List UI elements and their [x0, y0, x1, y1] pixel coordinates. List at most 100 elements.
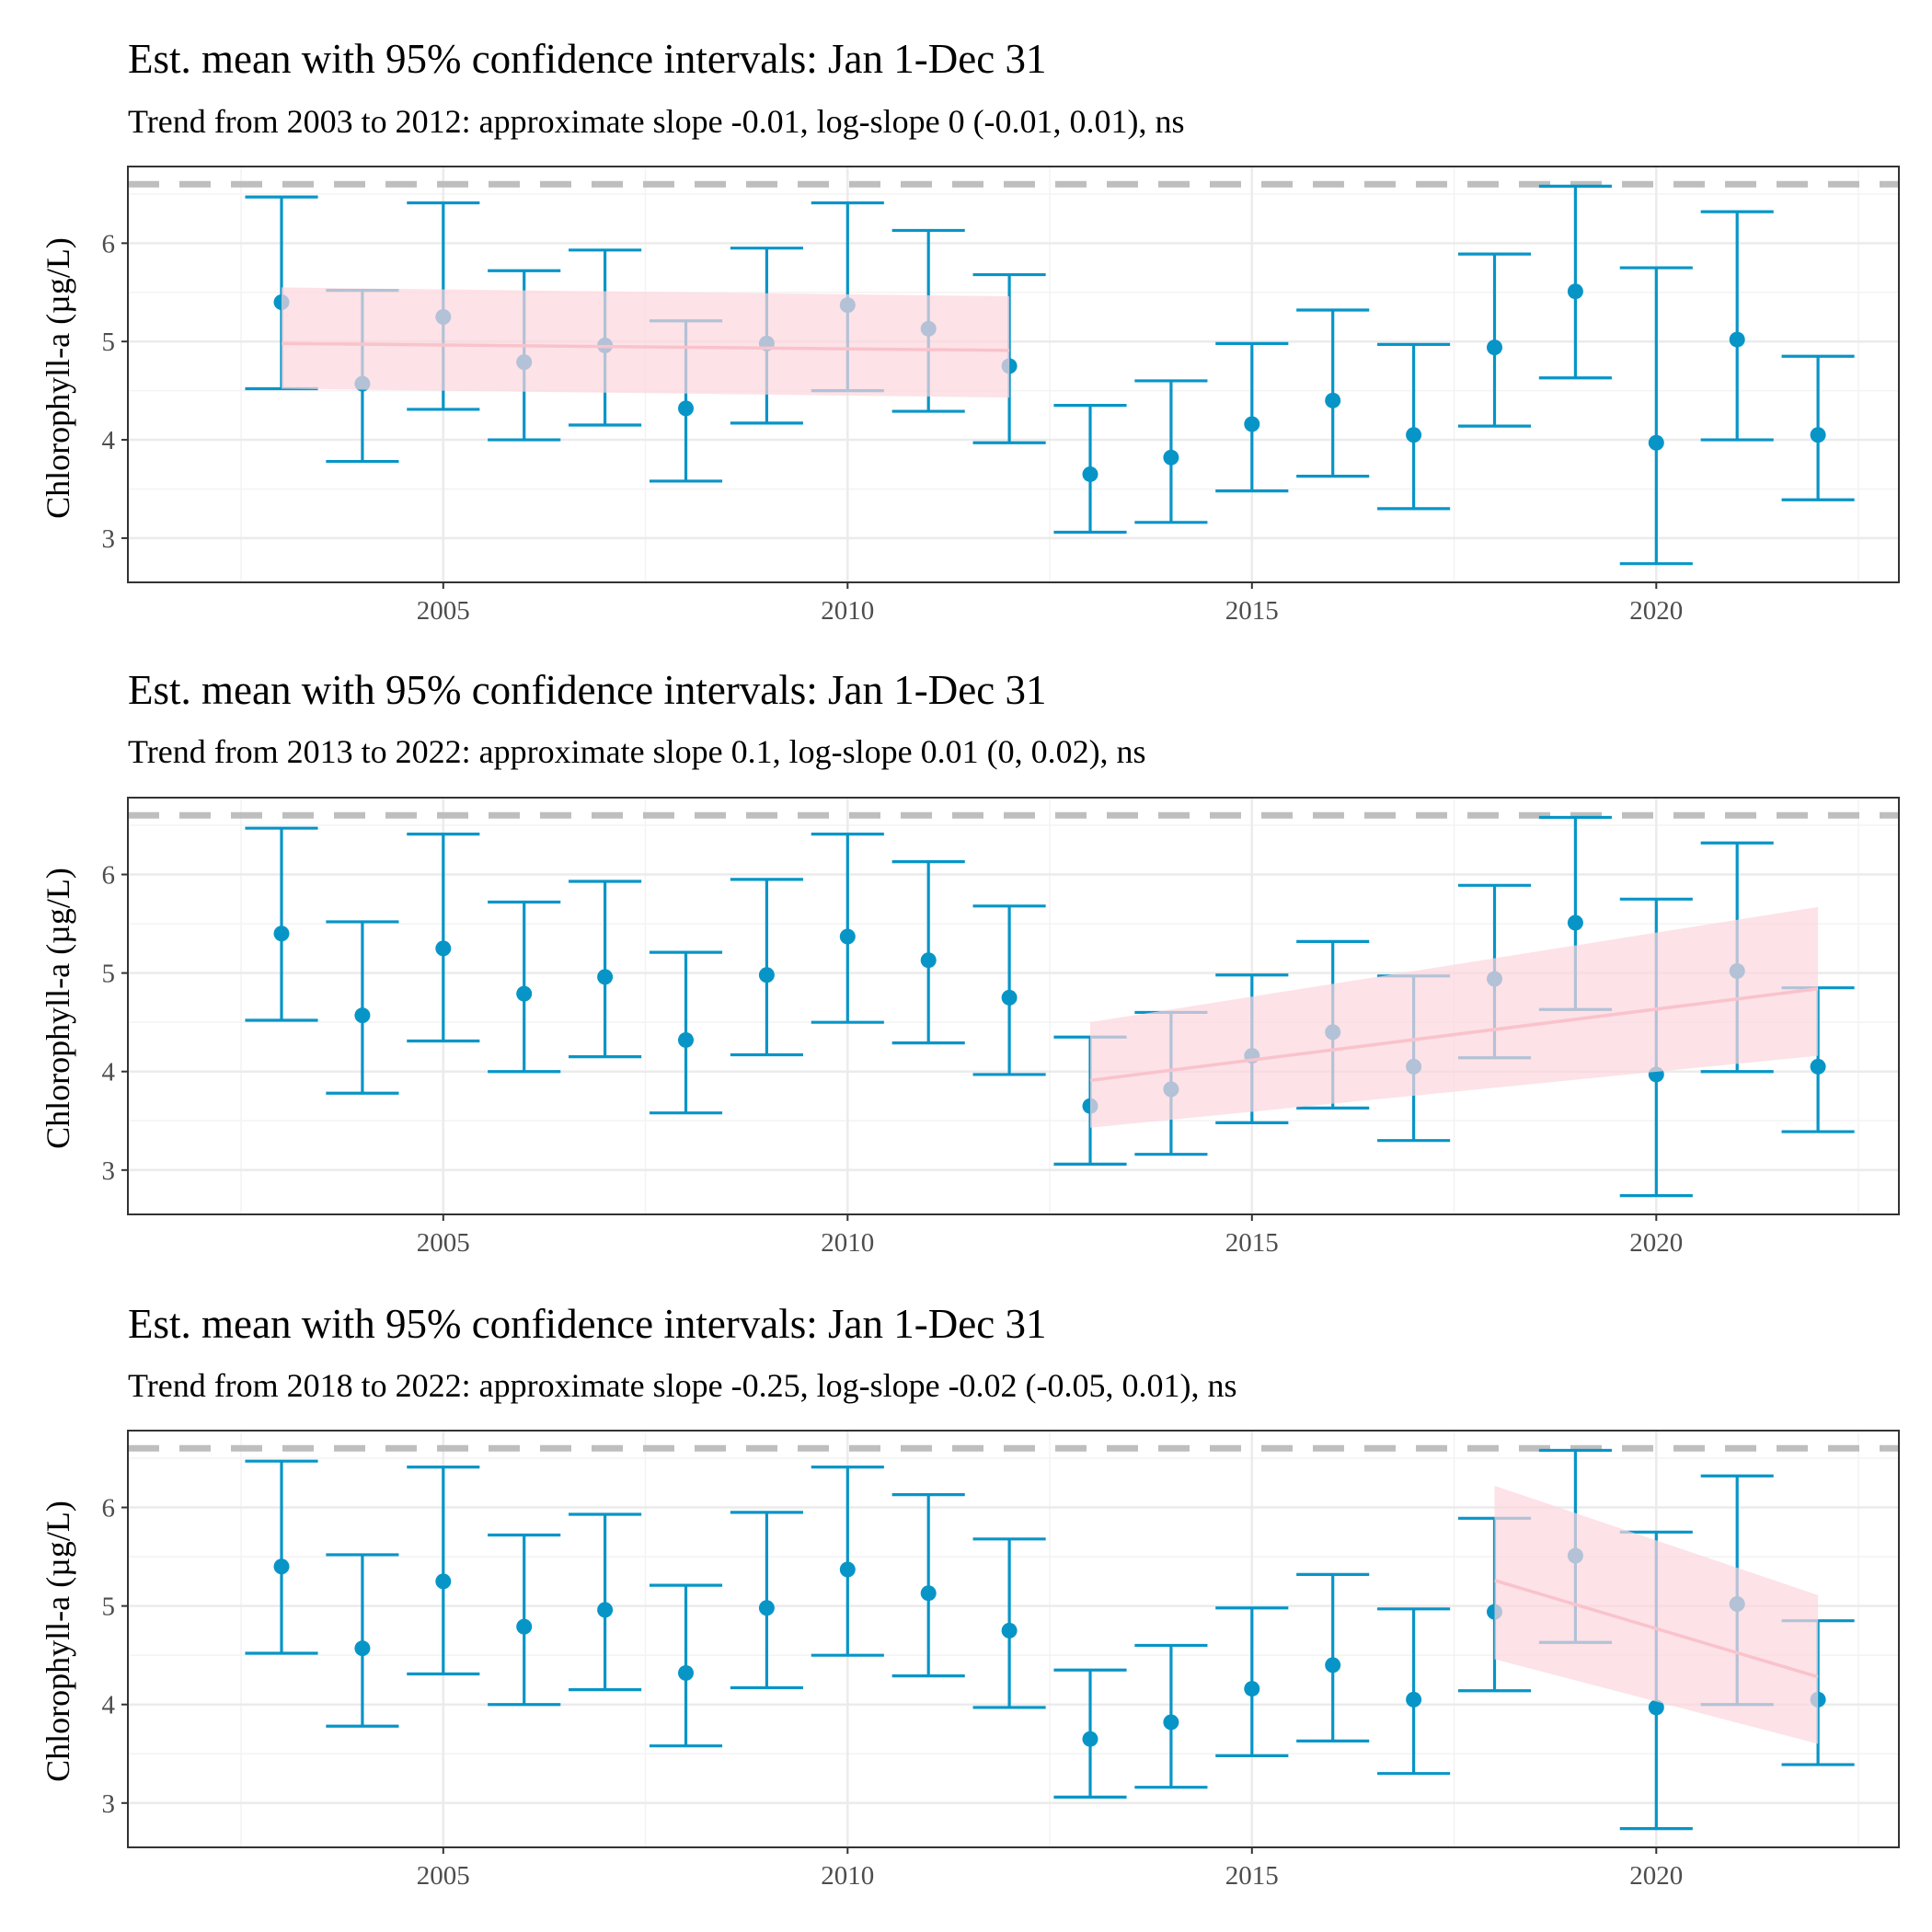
error-bar — [488, 1533, 561, 1707]
data-point — [435, 1573, 452, 1590]
data-point — [1163, 1714, 1179, 1731]
chart-panel-1: Est. mean with 95% confidence intervals:… — [40, 36, 1900, 626]
y-tick-label: 6 — [102, 861, 116, 891]
data-point — [1567, 283, 1583, 300]
y-tick-label: 6 — [102, 229, 116, 259]
error-bar — [1781, 354, 1855, 501]
data-point — [273, 1558, 290, 1575]
error-bar — [811, 1466, 884, 1657]
panel-border — [127, 166, 1900, 583]
data-point — [273, 926, 290, 942]
data-point — [678, 400, 695, 417]
panel-border — [127, 797, 1900, 1215]
data-point — [920, 952, 937, 969]
chart-title: Est. mean with 95% confidence intervals:… — [128, 1301, 1046, 1347]
y-axis-label: Chlorophyll-a (µg/L) — [40, 868, 76, 1149]
error-bar — [972, 904, 1046, 1076]
data-point — [516, 1618, 533, 1635]
data-point — [1325, 392, 1341, 408]
error-bar — [245, 826, 318, 1022]
chart-subtitle: Trend from 2018 to 2022: approximate slo… — [128, 1367, 1237, 1404]
error-bar — [1296, 308, 1370, 478]
data-point — [354, 1640, 371, 1657]
data-point — [678, 1664, 695, 1681]
chart-panel-3: Est. mean with 95% confidence intervals:… — [40, 1301, 1900, 1891]
panel-border — [127, 1430, 1900, 1848]
x-tick-label: 2015 — [1225, 1861, 1279, 1891]
y-tick-label: 3 — [102, 1789, 116, 1819]
data-point — [1487, 339, 1503, 356]
error-bar — [1457, 252, 1532, 428]
y-tick-label: 4 — [102, 1058, 116, 1087]
data-point — [1001, 989, 1018, 1006]
error-bar — [1700, 210, 1774, 442]
error-bar — [407, 833, 480, 1043]
trend-line — [281, 341, 1010, 352]
data-point — [758, 967, 775, 983]
error-bar — [649, 950, 723, 1115]
data-point — [1244, 416, 1260, 432]
x-tick-label: 2010 — [821, 1861, 874, 1891]
data-point — [597, 1602, 614, 1618]
error-bar — [1053, 1668, 1127, 1799]
error-bar — [649, 1583, 723, 1748]
y-tick-label: 3 — [102, 1156, 116, 1186]
plot-area: 3 4 5 6 2005 2010 2015 2020 — [102, 1430, 1900, 1891]
x-tick-label: 2010 — [821, 1228, 874, 1258]
chart-subtitle: Trend from 2003 to 2012: approximate slo… — [128, 103, 1185, 140]
data-point — [1163, 449, 1179, 466]
data-point — [1567, 914, 1583, 931]
data-point — [839, 928, 856, 945]
y-tick-label: 4 — [102, 1691, 116, 1720]
y-tick-label: 5 — [102, 960, 116, 989]
data-point — [1406, 1691, 1422, 1708]
error-bar — [891, 1493, 965, 1678]
data-point — [839, 1561, 856, 1578]
trend-line — [1494, 1579, 1819, 1679]
error-bar — [1538, 184, 1612, 380]
trend-confidence-band — [1090, 906, 1819, 1128]
y-tick-label: 5 — [102, 1593, 116, 1622]
x-tick-label: 2010 — [821, 596, 874, 626]
error-bar — [1296, 1572, 1370, 1742]
error-bar — [1215, 341, 1289, 493]
error-bar — [730, 1511, 803, 1690]
chart-title: Est. mean with 95% confidence intervals:… — [128, 36, 1046, 82]
y-tick-label: 4 — [102, 426, 116, 455]
error-bar — [1134, 379, 1208, 524]
data-point — [1648, 1699, 1664, 1716]
chart-title: Est. mean with 95% confidence intervals:… — [128, 667, 1046, 713]
y-tick-label: 3 — [102, 524, 116, 554]
x-tick-label: 2020 — [1629, 1861, 1683, 1891]
error-bar — [326, 920, 399, 1095]
error-bar — [891, 860, 965, 1045]
error-bar — [488, 900, 561, 1074]
data-point — [1244, 1681, 1260, 1697]
y-tick-label: 6 — [102, 1494, 116, 1524]
error-bar — [811, 833, 884, 1024]
trend-confidence-band — [282, 287, 1010, 398]
data-point — [1325, 1657, 1341, 1673]
data-point — [516, 985, 533, 1002]
error-bar — [1377, 1607, 1451, 1776]
data-point — [758, 1600, 775, 1616]
data-point — [1810, 427, 1826, 443]
error-bar — [569, 1512, 642, 1692]
error-bar — [1619, 266, 1693, 566]
x-tick-label: 2005 — [417, 1861, 470, 1891]
data-point — [1729, 331, 1745, 348]
data-point — [678, 1031, 695, 1048]
x-tick-label: 2020 — [1629, 596, 1683, 626]
trend-line — [1089, 987, 1819, 1083]
chart-subtitle: Trend from 2013 to 2022: approximate slo… — [128, 733, 1146, 770]
error-bar — [730, 878, 803, 1057]
error-bar — [1053, 404, 1127, 535]
data-point — [1810, 1058, 1826, 1075]
error-bar — [972, 1537, 1046, 1709]
error-bar — [569, 880, 642, 1059]
plot-area: 3 4 5 6 2005 2010 2015 2020 — [102, 166, 1900, 626]
x-tick-label: 2015 — [1225, 596, 1279, 626]
data-point — [597, 969, 614, 985]
data-point — [920, 1585, 937, 1602]
